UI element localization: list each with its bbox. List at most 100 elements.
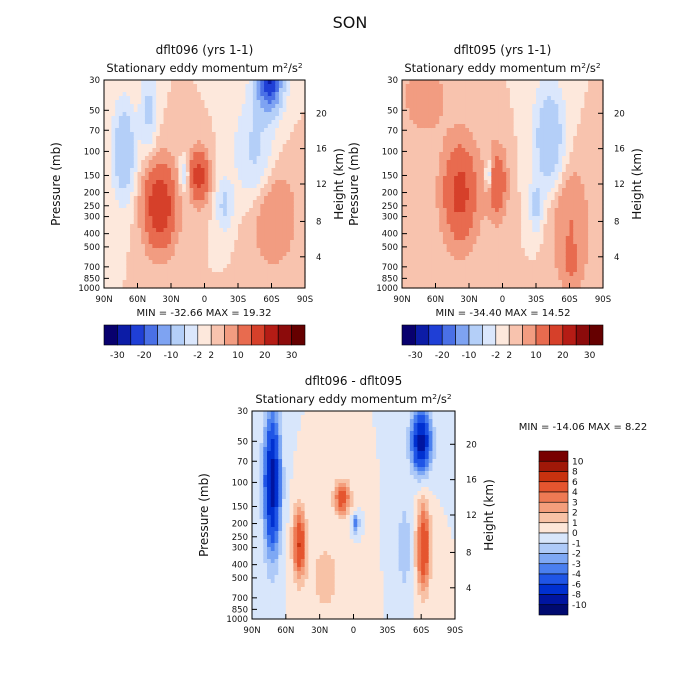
contour-cell <box>435 160 440 165</box>
contour-cell <box>208 232 213 237</box>
contour-cell <box>159 164 165 169</box>
contour-cell <box>182 176 187 181</box>
contour-cell <box>469 184 474 189</box>
contour-cell <box>137 212 142 217</box>
contour-cell <box>539 264 545 269</box>
contour-cell <box>178 136 183 141</box>
contour-cell <box>465 216 470 221</box>
contour-cell <box>469 96 474 101</box>
contour-cell <box>126 244 131 249</box>
contour-cell <box>480 232 485 237</box>
y-tick-label: 100 <box>84 147 100 157</box>
contour-cell <box>297 108 302 113</box>
contour-cell <box>278 280 284 285</box>
contour-cell <box>420 120 425 125</box>
contour-cell <box>275 108 280 113</box>
contour-cell <box>163 128 168 133</box>
contour-cell <box>480 184 485 189</box>
contour-cell <box>506 212 511 217</box>
contour-cell <box>118 228 124 233</box>
contour-cell <box>513 92 518 97</box>
contour-cell <box>539 216 545 221</box>
contour-cell <box>480 84 485 89</box>
contour-cell <box>111 176 116 181</box>
contour-cell <box>234 280 239 285</box>
contour-cell <box>245 228 250 233</box>
contour-cell <box>223 108 228 113</box>
contour-cell <box>491 284 496 289</box>
contour-cell <box>416 264 422 269</box>
contour-cell <box>163 152 168 157</box>
contour-cell <box>480 140 485 145</box>
contour-cell <box>223 160 228 165</box>
contour-cell <box>211 164 217 169</box>
contour-cell <box>271 268 276 273</box>
contour-cell <box>476 280 481 285</box>
contour-cell <box>126 132 131 137</box>
contour-cell <box>141 168 146 173</box>
contour-cell <box>416 144 422 149</box>
contour-cell <box>521 136 526 141</box>
contour-cell <box>148 196 153 201</box>
contour-cell <box>141 228 146 233</box>
contour-cell <box>454 100 459 105</box>
contour-cell <box>461 184 466 189</box>
contour-cell <box>249 180 254 185</box>
contour-cell <box>215 120 220 125</box>
contour-cell <box>457 232 463 237</box>
contour-cell <box>230 108 235 113</box>
contour-cell <box>413 136 418 141</box>
contour-cell <box>439 244 444 249</box>
contour-cell <box>256 156 261 161</box>
contour-cell <box>409 112 414 117</box>
contour-cell <box>469 224 474 229</box>
contour-cell <box>275 88 280 93</box>
contour-cell <box>271 104 276 109</box>
contour-cell <box>528 228 533 233</box>
contour-cell <box>465 260 470 265</box>
contour-cell <box>260 152 265 157</box>
contour-cell <box>528 112 533 117</box>
contour-cell <box>130 184 135 189</box>
contour-cell <box>271 216 276 221</box>
contour-cell <box>506 240 511 245</box>
contour-cell <box>446 180 451 185</box>
contour-cell <box>480 256 485 261</box>
contour-cell <box>424 124 429 129</box>
contour-cell <box>249 124 254 129</box>
contour-cell <box>267 244 273 249</box>
contour-cell <box>483 148 489 153</box>
contour-cell <box>431 180 437 185</box>
contour-cell <box>495 112 500 117</box>
contour-cell <box>457 204 463 209</box>
contour-cell <box>223 264 228 269</box>
contour-cell <box>115 264 120 269</box>
contour-cell <box>442 160 448 165</box>
y-axis-title: Pressure (mb) <box>49 142 63 226</box>
contour-cell <box>293 156 299 161</box>
contour-cell <box>260 256 265 261</box>
contour-cell <box>163 244 168 249</box>
contour-cell <box>550 152 556 157</box>
contour-cell <box>182 260 187 265</box>
contour-cell <box>543 272 548 277</box>
contour-cell <box>416 80 422 85</box>
contour-cell <box>424 284 429 289</box>
contour-cell <box>293 256 299 261</box>
contour-cell <box>446 120 451 125</box>
contour-cell <box>547 144 552 149</box>
contour-cell <box>301 116 306 121</box>
contour-cell <box>282 208 287 213</box>
contour-cell <box>189 96 194 101</box>
contour-cell <box>126 144 131 149</box>
contour-cell <box>506 176 511 181</box>
contour-cell <box>450 160 455 165</box>
contour-cell <box>211 116 217 121</box>
contour-cell <box>498 168 504 173</box>
contour-cell <box>130 112 135 117</box>
contour-cell <box>208 144 213 149</box>
contour-cell <box>286 112 291 117</box>
contour-cell <box>178 116 183 121</box>
contour-cell <box>293 184 299 189</box>
contour-cell <box>185 96 191 101</box>
